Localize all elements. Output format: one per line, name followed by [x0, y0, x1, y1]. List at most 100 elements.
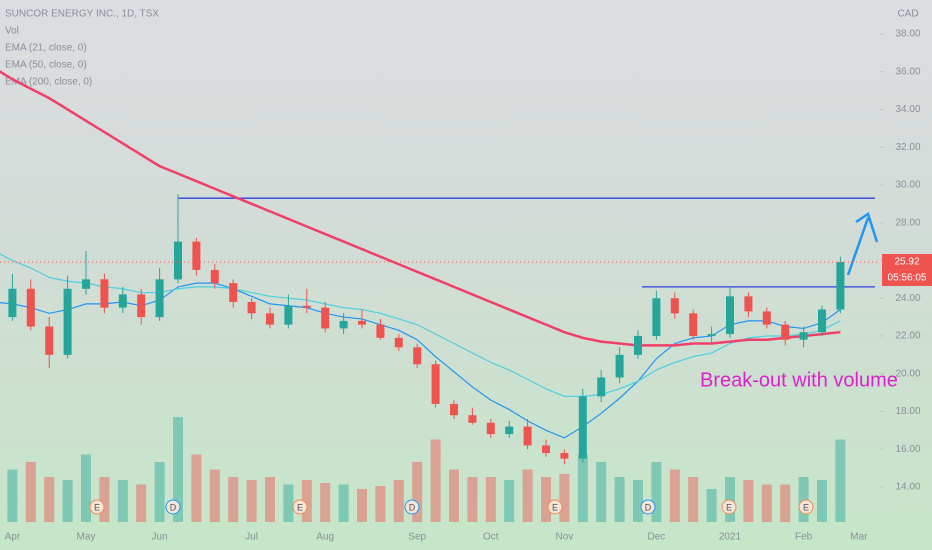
- candle-body: [578, 396, 587, 459]
- event-marker: [721, 499, 737, 515]
- legend-entry: EMA (21, close, 0): [5, 43, 87, 54]
- volume-bar: [485, 477, 496, 522]
- ema-line: [0, 282, 841, 439]
- volume-bar: [780, 484, 791, 522]
- candle-body: [431, 364, 440, 404]
- event-label: D: [409, 502, 416, 512]
- candle-body: [229, 283, 238, 302]
- price-tag: [882, 253, 932, 270]
- candle-body: [192, 241, 201, 270]
- volume-bar: [467, 477, 478, 522]
- event-marker: [89, 499, 105, 515]
- volume-bar: [504, 480, 515, 522]
- candle-body: [652, 298, 661, 336]
- volume-bar: [173, 417, 183, 522]
- event-marker: [547, 499, 563, 515]
- y-tick-label: 24.00: [895, 293, 920, 304]
- y-tick-label: 30.00: [895, 180, 920, 191]
- volume-bar: [725, 477, 735, 522]
- volume-bar: [688, 477, 699, 522]
- x-tick-label: May: [77, 532, 96, 543]
- volume-bar: [798, 477, 809, 522]
- x-tick-label: Dec: [648, 532, 666, 543]
- volume-bar: [81, 454, 91, 522]
- x-tick-label: Feb: [795, 532, 813, 543]
- price-tag-label: 25.92: [894, 257, 919, 268]
- x-tick-label: Nov: [556, 532, 574, 543]
- event-marker: [640, 499, 656, 515]
- candle-body: [707, 334, 716, 336]
- y-tick-label: 20.00: [895, 368, 920, 379]
- candle-body: [542, 445, 550, 453]
- candle-body: [413, 347, 422, 365]
- candle-body: [799, 332, 808, 340]
- event-label: E: [297, 502, 303, 512]
- x-tick-label: Sep: [408, 532, 426, 543]
- candle-body: [174, 241, 182, 280]
- volume-bar: [817, 480, 827, 522]
- event-label: E: [552, 502, 558, 512]
- candle-body: [726, 296, 734, 335]
- volume-bar: [136, 484, 147, 522]
- candle-body: [394, 337, 403, 348]
- volume-bar: [357, 489, 367, 522]
- volume-bar: [117, 480, 128, 522]
- y-tick-label: 36.00: [895, 66, 920, 77]
- ema-line: [0, 70, 841, 347]
- event-label: E: [726, 502, 732, 512]
- volume-bar: [44, 477, 55, 522]
- volume-bar: [228, 477, 239, 522]
- volume-bar: [265, 477, 275, 522]
- candle-body: [634, 335, 642, 355]
- candle-body: [118, 294, 127, 308]
- candle-body: [339, 320, 348, 329]
- candle-body: [450, 403, 458, 416]
- x-tick-label: Mar: [850, 532, 868, 543]
- candle-body: [523, 426, 532, 446]
- event-marker: [165, 499, 181, 515]
- candle-body: [8, 288, 17, 318]
- volume-bar: [283, 484, 294, 522]
- candle-body: [615, 354, 624, 378]
- volume-bar: [412, 462, 423, 522]
- candle-body: [137, 294, 146, 318]
- volume-bar: [7, 469, 18, 522]
- volume-bar: [596, 462, 607, 522]
- currency: CAD: [897, 9, 918, 20]
- ema-line: [0, 253, 841, 397]
- candle-body: [63, 288, 72, 355]
- candle-body: [26, 288, 35, 327]
- volume-bar: [449, 469, 459, 522]
- y-tick-label: 28.00: [895, 217, 920, 228]
- candle-body: [302, 305, 311, 308]
- candle-body: [82, 279, 90, 289]
- candle-body: [266, 313, 274, 325]
- candle-body: [818, 309, 826, 333]
- candle-body: [744, 296, 753, 312]
- volume-bar: [522, 469, 533, 522]
- volume-bar: [761, 484, 772, 522]
- volume-bar: [25, 462, 36, 522]
- y-tick-label: 14.00: [895, 482, 920, 493]
- candle-body: [836, 261, 845, 310]
- volume-bar: [559, 474, 570, 522]
- annotation: Break-out with volume: [700, 369, 898, 391]
- y-tick-label: 32.00: [895, 142, 920, 153]
- volume-bar: [99, 477, 110, 522]
- volume-bar: [651, 462, 662, 522]
- volume-bar: [154, 462, 165, 522]
- y-tick-label: 16.00: [895, 444, 920, 455]
- x-tick-label: Aug: [316, 532, 334, 543]
- candle-body: [560, 452, 569, 459]
- candle-body: [762, 311, 771, 325]
- candle-body: [358, 320, 366, 325]
- volume-bar: [430, 439, 441, 522]
- x-tick-label: 2021: [719, 532, 742, 543]
- event-label: E: [94, 502, 100, 512]
- y-tick-label: 22.00: [895, 331, 920, 342]
- candle-body: [321, 307, 330, 329]
- event-label: D: [170, 502, 177, 512]
- volume-bar: [614, 477, 625, 522]
- candle-body: [781, 324, 790, 340]
